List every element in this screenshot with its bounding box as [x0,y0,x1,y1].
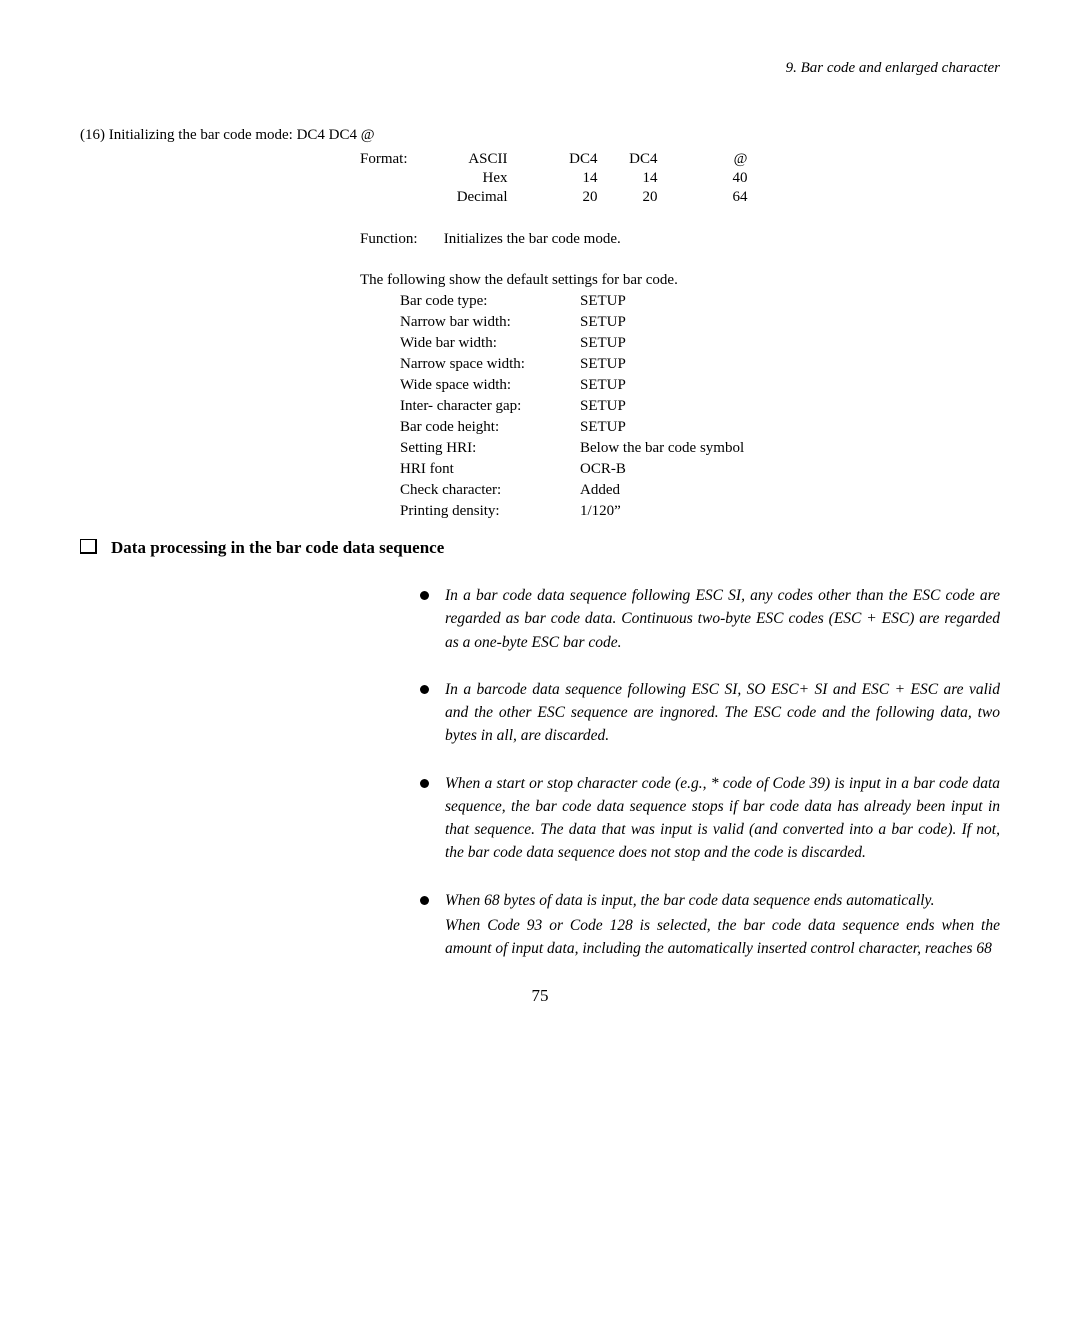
format-label: Format: [360,150,438,169]
default-key: Wide bar width: [400,333,580,354]
format-row-name: Decimal [438,188,538,207]
format-cell: 64 [658,188,748,207]
default-key: HRI font [400,459,580,480]
default-key: Setting HRI: [400,438,580,459]
format-cell: 20 [598,188,658,207]
bullet-text: In a barcode data sequence following ESC… [445,678,1000,748]
default-value: SETUP [580,396,744,417]
bullet-item: In a barcode data sequence following ESC… [420,678,1000,748]
bullet-dot-icon [420,591,429,600]
format-cell: @ [658,150,748,169]
function-text: Initializes the bar code mode. [444,231,621,247]
default-value: 1/120” [580,501,744,522]
format-cell: 20 [538,188,598,207]
bullet-item: In a bar code data sequence following ES… [420,584,1000,654]
format-cell: DC4 [538,150,598,169]
bullet-item: When 68 bytes of data is input, the bar … [420,889,1000,961]
function-row: Function: Initializes the bar code mode. [360,231,1000,248]
format-row-name: Hex [438,169,538,188]
format-cell: 14 [598,169,658,188]
defaults-table: Bar code type:SETUP Narrow bar width:SET… [400,291,744,522]
format-table: Format: ASCII DC4 DC4 @ Hex 14 14 40 Dec… [360,150,748,207]
section-heading: Data processing in the bar code data seq… [80,538,1000,558]
section-heading-text: Data processing in the bar code data seq… [111,538,444,557]
bullet-list: In a bar code data sequence following ES… [420,584,1000,960]
bullet-dot-icon [420,685,429,694]
bullet-dot-icon [420,779,429,788]
defaults-intro: The following show the default settings … [360,272,1000,289]
default-value: SETUP [580,333,744,354]
default-value: SETUP [580,291,744,312]
bullet-text-line: When Code 93 or Code 128 is selected, th… [445,914,1000,961]
format-cell: 14 [538,169,598,188]
default-value: SETUP [580,312,744,333]
default-key: Check character: [400,480,580,501]
function-label: Function: [360,231,440,248]
default-value: OCR-B [580,459,744,480]
running-header: 9. Bar code and enlarged character [80,60,1000,77]
default-key: Printing density: [400,501,580,522]
default-value: SETUP [580,375,744,396]
default-key: Narrow bar width: [400,312,580,333]
bullet-dot-icon [420,896,429,905]
default-value: Added [580,480,744,501]
default-value: SETUP [580,354,744,375]
format-row-name: ASCII [438,150,538,169]
page-number: 75 [80,986,1000,1006]
default-key: Narrow space width: [400,354,580,375]
default-value: Below the bar code symbol [580,438,744,459]
item-title: (16) Initializing the bar code mode: DC4… [80,127,1000,144]
default-key: Wide space width: [400,375,580,396]
bullet-text: When a start or stop character code (e.g… [445,772,1000,865]
default-key: Bar code height: [400,417,580,438]
default-key: Inter- character gap: [400,396,580,417]
default-value: SETUP [580,417,744,438]
bullet-text-line: When 68 bytes of data is input, the bar … [445,889,1000,912]
format-cell: 40 [658,169,748,188]
bullet-text: In a bar code data sequence following ES… [445,584,1000,654]
bullet-item: When a start or stop character code (e.g… [420,772,1000,865]
format-cell: DC4 [598,150,658,169]
default-key: Bar code type: [400,291,580,312]
bullet-text: When 68 bytes of data is input, the bar … [445,889,1000,961]
box-bullet-icon [80,539,97,554]
